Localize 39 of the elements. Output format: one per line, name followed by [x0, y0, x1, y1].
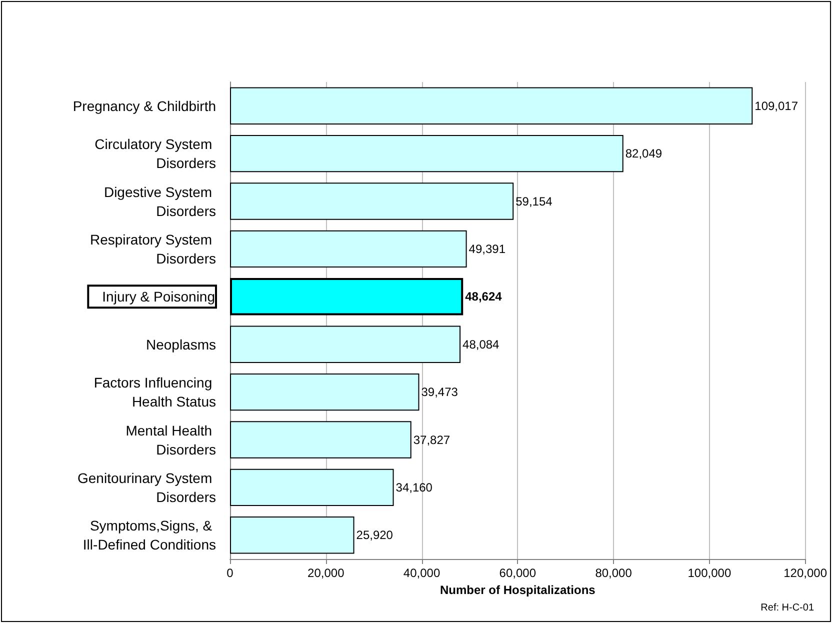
- bar: [230, 421, 412, 458]
- data-label: 37,827: [413, 432, 450, 447]
- y-tick-label: Neoplasms: [146, 336, 216, 352]
- y-tick-label: Genitourinary System Disorders: [78, 470, 216, 505]
- data-label: 34,160: [396, 480, 433, 494]
- y-tick-label: Circulatory System Disorders: [94, 136, 216, 172]
- y-tick-label: Pregnancy & Childbirth: [72, 98, 216, 114]
- x-tick-label: 80,000: [595, 566, 632, 580]
- bar: [230, 182, 514, 220]
- x-tick-label: 0: [226, 566, 234, 580]
- data-label: 82,049: [625, 146, 662, 161]
- y-tick-label: Respiratory System Disorders: [90, 231, 216, 266]
- data-label: 25,920: [356, 528, 394, 542]
- x-tick-label: 40,000: [403, 566, 440, 580]
- bar: [230, 230, 467, 268]
- data-label: 39,473: [421, 385, 458, 400]
- y-tick-label: Digestive System Disorders: [104, 184, 216, 219]
- data-label: 59,154: [516, 194, 553, 208]
- bar: [230, 87, 753, 124]
- x-tick-label: 60,000: [499, 566, 536, 580]
- bar: [230, 373, 420, 411]
- data-label: 48,084: [462, 337, 500, 352]
- data-label: 109,017: [754, 98, 798, 113]
- x-tick-label: 20,000: [308, 566, 345, 580]
- bar: [230, 326, 461, 363]
- y-tick-label: Injury & Poisoning: [102, 288, 215, 305]
- x-tick-label: 100,000: [688, 566, 732, 580]
- bar: [230, 134, 624, 172]
- y-tick-label: Symptoms,Signs, & Ill-Defined Conditions: [82, 518, 216, 553]
- text: Ref: H-C-01: [760, 602, 814, 614]
- bar: [230, 278, 464, 316]
- x-axis-title: Number of Hospitalizations: [440, 582, 596, 597]
- data-label: 49,391: [468, 242, 506, 256]
- y-tick-label: Mental Health Disorders: [126, 422, 216, 458]
- y-tick-label: Factors Influencing Health Status: [94, 374, 216, 410]
- data-label: 48,624: [465, 290, 502, 304]
- bar: [230, 516, 354, 554]
- bar: [230, 468, 394, 506]
- x-tick-label: 120,000: [784, 566, 828, 580]
